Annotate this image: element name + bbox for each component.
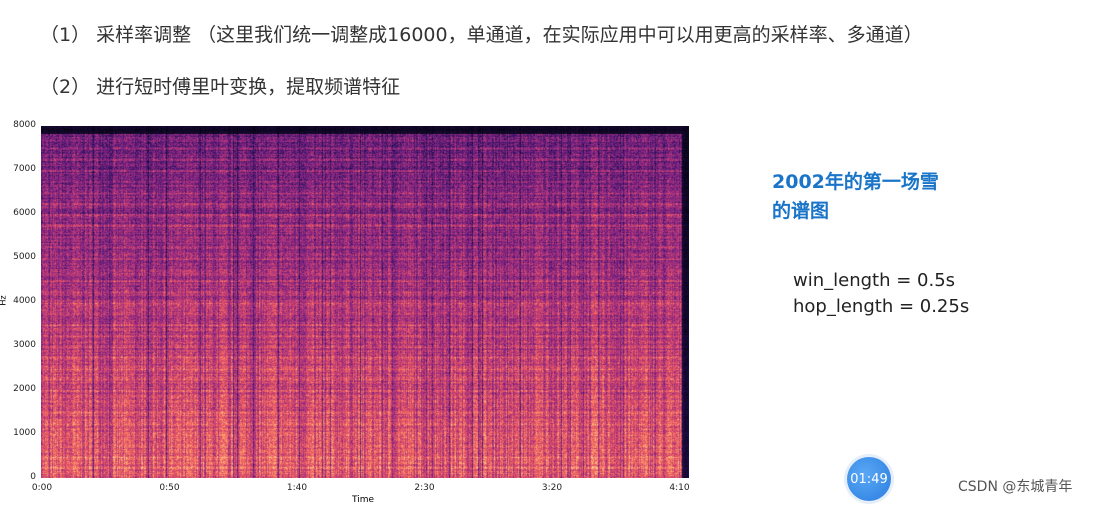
title-line-2: 的谱图 bbox=[772, 200, 830, 222]
y-tick-label: 8000 bbox=[13, 120, 36, 130]
y-tick-label: 7000 bbox=[13, 164, 36, 174]
x-tick-label: 2:30 bbox=[414, 483, 435, 493]
step1-text: （1） 采样率调整 （这里我们统一调整成16000，单通道，在实际应用中可以用更… bbox=[40, 24, 923, 46]
x-tick-label: 1:40 bbox=[286, 483, 308, 493]
x-tick-label: 3:20 bbox=[541, 483, 563, 493]
timer-badge[interactable]: 01:49 bbox=[847, 457, 891, 501]
y-tick-label: 5000 bbox=[13, 252, 36, 262]
x-tick-label: 0:50 bbox=[159, 483, 180, 493]
y-tick-label: 0 bbox=[30, 472, 36, 482]
y-tick-label: 6000 bbox=[13, 208, 36, 218]
title-line-1: 2002年的第一场雪 bbox=[772, 171, 939, 193]
y-tick-label: 4000 bbox=[13, 296, 36, 306]
figure-title: 2002年的第一场雪 的谱图 bbox=[772, 168, 939, 226]
x-axis-label: Time bbox=[352, 495, 375, 505]
step2-text: （2） 进行短时傅里叶变换，提取频谱特征 bbox=[40, 76, 401, 98]
spectrogram-image bbox=[41, 126, 689, 478]
y-axis-label: Hz bbox=[0, 295, 8, 306]
y-tick-label: 1000 bbox=[13, 428, 36, 438]
hop-length-text: hop_length = 0.25s bbox=[793, 296, 970, 317]
win-length-text: win_length = 0.5s bbox=[793, 270, 956, 291]
watermark: CSDN @东城青年 bbox=[958, 479, 1073, 495]
x-tick-label: 0:00 bbox=[31, 483, 53, 493]
y-tick-label: 2000 bbox=[13, 384, 36, 394]
x-tick-label: 4:10 bbox=[669, 483, 690, 493]
y-tick-label: 3000 bbox=[13, 340, 36, 350]
